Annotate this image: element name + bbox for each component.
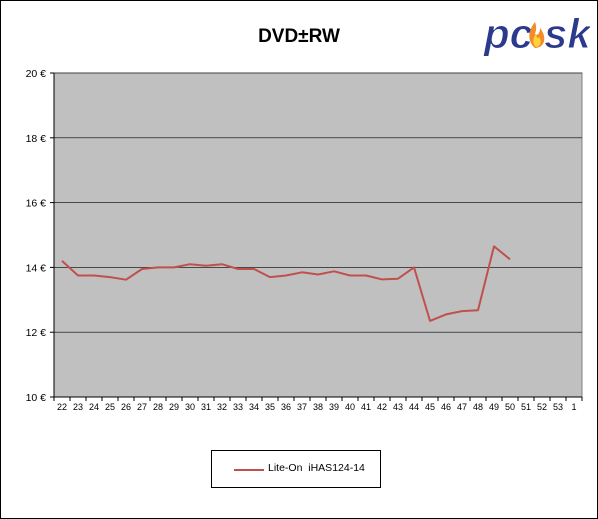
- x-tick-label: 1: [571, 402, 576, 412]
- legend-series-label: Lite-On iHAS124-14: [268, 462, 365, 474]
- x-tick-label: 51: [521, 402, 531, 412]
- x-tick-label: 35: [265, 402, 275, 412]
- x-tick-label: 28: [153, 402, 163, 412]
- svg-text:pc: pc: [483, 10, 533, 57]
- x-tick-label: 24: [89, 402, 99, 412]
- x-tick-label: 40: [345, 402, 355, 412]
- x-tick-label: 41: [361, 402, 371, 412]
- y-tick-label: 10 €: [26, 392, 47, 404]
- x-tick-label: 39: [329, 402, 339, 412]
- x-tick-label: 23: [73, 402, 83, 412]
- x-tick-label: 50: [505, 402, 515, 412]
- pcsk-logo: pc sk: [483, 10, 591, 58]
- x-tick-label: 44: [409, 402, 419, 412]
- chart-legend: Lite-On iHAS124-14: [211, 450, 381, 488]
- x-tick-label: 43: [393, 402, 403, 412]
- x-tick-label: 34: [249, 402, 259, 412]
- svg-text:sk: sk: [544, 10, 590, 57]
- x-tick-label: 47: [457, 402, 467, 412]
- x-tick-label: 52: [537, 402, 547, 412]
- x-tick-label: 49: [489, 402, 499, 412]
- y-tick-label: 16 €: [26, 198, 47, 210]
- x-tick-label: 26: [121, 402, 131, 412]
- series-line: [61, 245, 511, 322]
- y-tick-label: 18 €: [26, 133, 47, 145]
- x-tick-label: 48: [473, 402, 483, 412]
- y-tick-label: 20 €: [26, 68, 47, 80]
- x-tick-label: 27: [137, 402, 147, 412]
- y-tick-label: 14 €: [26, 262, 47, 274]
- x-tick-label: 31: [201, 402, 211, 412]
- x-tick-label: 53: [553, 402, 563, 412]
- x-tick-label: 42: [377, 402, 387, 412]
- x-tick-label: 37: [297, 402, 307, 412]
- x-tick-label: 33: [233, 402, 243, 412]
- x-tick-label: 29: [169, 402, 179, 412]
- plot-area: [53, 72, 583, 398]
- x-tick-label: 36: [281, 402, 291, 412]
- x-tick-label: 30: [185, 402, 195, 412]
- x-tick-label: 38: [313, 402, 323, 412]
- y-tick-label: 12 €: [26, 327, 47, 339]
- chart-title: DVD±RW: [258, 26, 340, 47]
- x-tick-label: 25: [105, 402, 115, 412]
- x-tick-label: 22: [57, 402, 67, 412]
- x-tick-label: 32: [217, 402, 227, 412]
- x-tick-label: 45: [425, 402, 435, 412]
- x-tick-label: 46: [441, 402, 451, 412]
- legend-series-swatch: [234, 469, 264, 471]
